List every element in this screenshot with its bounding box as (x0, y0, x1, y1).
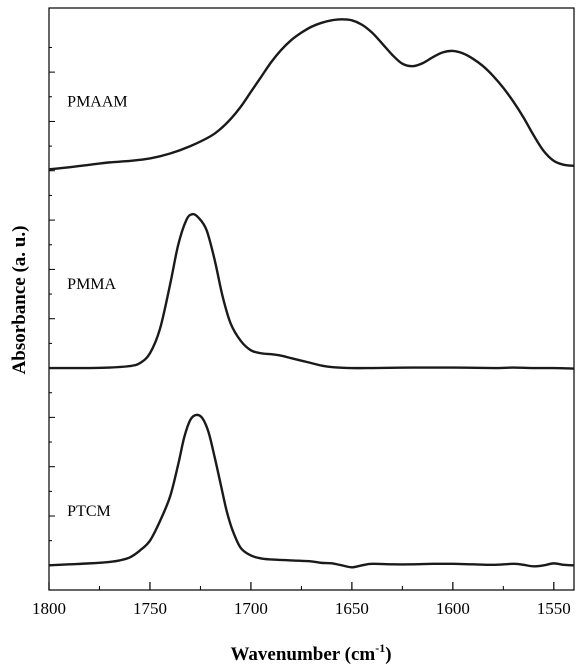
x-axis-ticks (48, 46, 555, 590)
x-tick-label: 1700 (234, 599, 268, 618)
x-tick-label: 1750 (133, 599, 167, 618)
x-axis-title-main: Wavenumber (cm (230, 644, 375, 665)
x-axis-tick-labels: 1800 1750 1700 1650 1600 1550 (32, 599, 571, 618)
series-line-ptcm (48, 413, 575, 569)
x-tick-label: 1800 (32, 599, 66, 618)
series-line-pmma (49, 212, 575, 370)
spectra-lines (48, 18, 575, 569)
series-labels: PMAAM PMMA PTCM (67, 94, 127, 520)
x-tick-label: 1650 (335, 599, 369, 618)
x-axis-title-suffix: ) (385, 644, 391, 665)
series-label-pmma: PMMA (67, 276, 116, 293)
x-axis-title-sup: -1 (375, 641, 385, 655)
y-axis-title: Absorbance (a. u.) (9, 226, 30, 375)
x-axis-title: Wavenumber (cm-1) (230, 641, 391, 665)
plot-frame (48, 7, 575, 591)
x-tick-label: 1600 (436, 599, 470, 618)
series-label-ptcm: PTCM (67, 503, 111, 520)
x-tick-label: 1550 (537, 599, 571, 618)
series-line-pmaam (48, 18, 575, 171)
series-label-pmaam: PMAAM (67, 94, 127, 111)
